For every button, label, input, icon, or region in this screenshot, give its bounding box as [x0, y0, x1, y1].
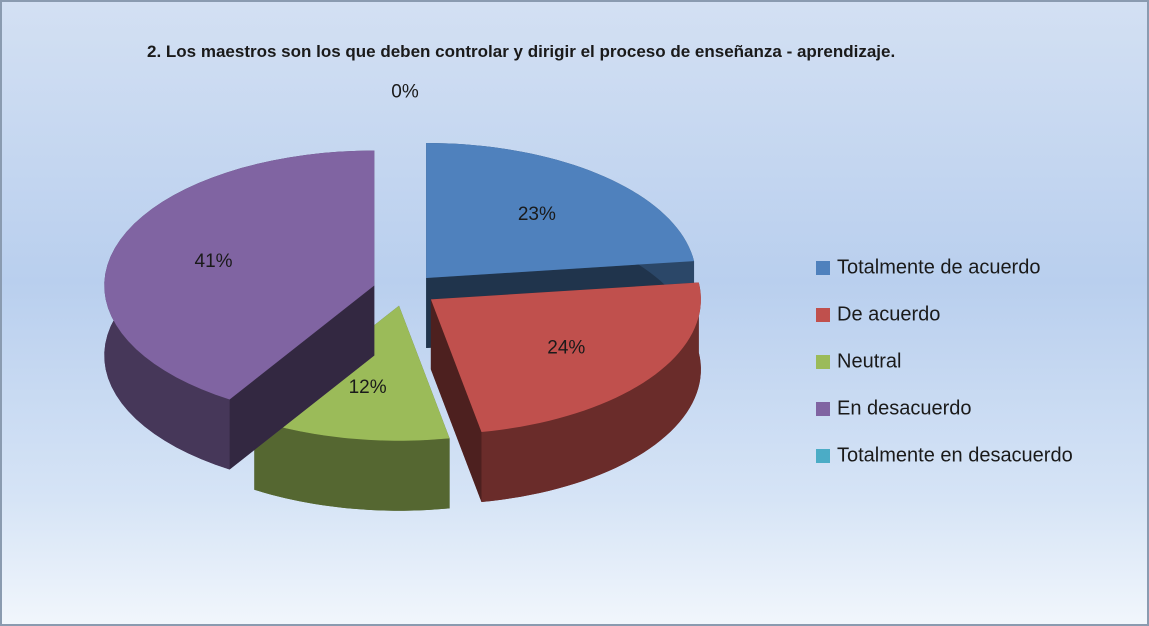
data-label: 41%	[195, 251, 233, 272]
data-label: 23%	[518, 204, 556, 225]
slice-edge	[430, 299, 482, 503]
slice-wall	[481, 282, 701, 503]
legend-label: Totalmente en desacuerdo	[837, 444, 1073, 466]
slice-top	[430, 282, 701, 433]
pie-slice	[104, 150, 375, 470]
legend-swatch	[816, 402, 830, 416]
legend-swatch	[816, 449, 830, 463]
data-label: 12%	[349, 377, 387, 398]
data-label: 24%	[547, 338, 585, 359]
legend-label: En desacuerdo	[837, 397, 972, 419]
slice-wall	[254, 419, 450, 511]
legend-swatch	[816, 355, 830, 369]
slice-top	[104, 150, 375, 400]
pie-slice	[430, 282, 701, 503]
legend-label: Totalmente de acuerdo	[837, 256, 1040, 278]
slice-top	[426, 142, 695, 278]
data-label: 0%	[391, 81, 419, 102]
legend-label: Neutral	[837, 350, 901, 372]
legend-label: De acuerdo	[837, 303, 940, 325]
slice-edge	[229, 285, 375, 470]
chart-title: 2. Los maestros son los que deben contro…	[147, 42, 896, 61]
legend-swatch	[816, 308, 830, 322]
legend-swatch	[816, 261, 830, 275]
